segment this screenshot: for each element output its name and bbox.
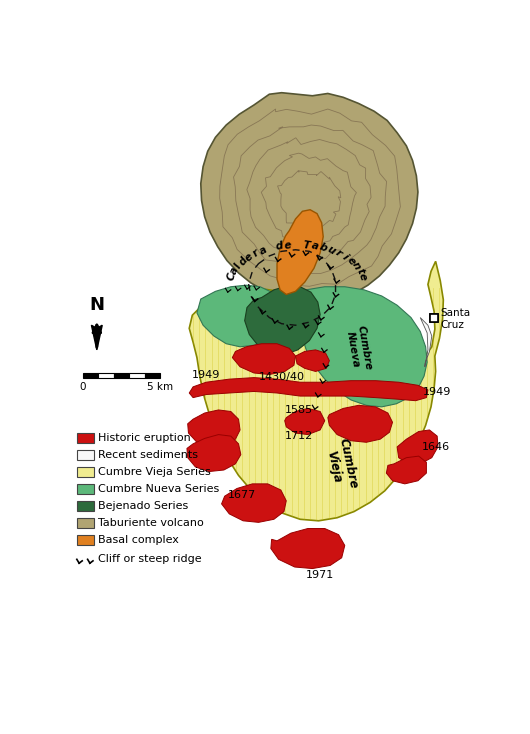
Polygon shape: [222, 484, 286, 523]
Text: t: t: [355, 267, 366, 275]
Polygon shape: [189, 377, 428, 401]
Text: Bejenado Series: Bejenado Series: [99, 501, 189, 511]
Polygon shape: [291, 287, 427, 407]
Text: Recent sediments: Recent sediments: [99, 450, 198, 460]
Bar: [77, 467, 94, 477]
Text: e: e: [345, 255, 357, 267]
Text: 1430/40: 1430/40: [259, 372, 305, 382]
Polygon shape: [386, 456, 427, 484]
Polygon shape: [197, 286, 283, 346]
Polygon shape: [232, 344, 296, 374]
Polygon shape: [397, 430, 438, 464]
Text: Cumbre Nueva Series: Cumbre Nueva Series: [99, 484, 219, 494]
Text: d: d: [275, 241, 284, 252]
Bar: [145, 373, 160, 378]
Text: 1949: 1949: [192, 370, 220, 380]
Text: Santa
Cruz: Santa Cruz: [440, 308, 471, 330]
Text: T: T: [302, 240, 310, 250]
Text: l: l: [233, 262, 243, 270]
Text: a: a: [228, 266, 240, 276]
Polygon shape: [420, 318, 432, 367]
Bar: [77, 517, 94, 528]
Polygon shape: [201, 92, 418, 302]
Text: Cliff or steep ridge: Cliff or steep ridge: [99, 554, 202, 564]
Text: b: b: [318, 242, 329, 254]
Text: e: e: [357, 272, 368, 281]
Polygon shape: [271, 528, 345, 569]
Text: 5 km: 5 km: [147, 382, 173, 392]
Text: n: n: [350, 261, 362, 272]
Text: Historic eruption: Historic eruption: [99, 433, 191, 443]
Text: 1585: 1585: [285, 405, 313, 415]
Polygon shape: [285, 408, 325, 435]
Bar: [114, 373, 129, 378]
Text: e: e: [284, 240, 292, 250]
Text: Basal complex: Basal complex: [99, 534, 179, 545]
Bar: [77, 433, 94, 443]
Polygon shape: [189, 261, 443, 521]
Text: Cumbre
Vieja: Cumbre Vieja: [322, 437, 360, 493]
Bar: [129, 373, 145, 378]
Polygon shape: [92, 325, 102, 350]
Text: 1712: 1712: [285, 431, 313, 441]
Text: a: a: [310, 241, 320, 252]
Text: N: N: [90, 297, 104, 314]
Bar: [99, 373, 114, 378]
Text: r: r: [333, 248, 343, 259]
Text: C: C: [226, 272, 237, 281]
Text: Cumbre Vieja Series: Cumbre Vieja Series: [99, 467, 211, 477]
Text: e: e: [243, 251, 255, 264]
Text: 1971: 1971: [306, 570, 334, 580]
Text: Taburiente volcano: Taburiente volcano: [99, 517, 204, 528]
Bar: [77, 484, 94, 494]
Bar: [83, 373, 99, 378]
Text: 0: 0: [80, 382, 86, 392]
Bar: [77, 501, 94, 511]
Polygon shape: [188, 410, 240, 446]
Text: a: a: [258, 244, 269, 256]
Text: Cumbre
Nueva: Cumbre Nueva: [344, 324, 373, 372]
Bar: [77, 450, 94, 460]
Polygon shape: [328, 405, 393, 443]
Polygon shape: [277, 210, 323, 294]
Bar: [77, 534, 94, 545]
Polygon shape: [296, 350, 329, 371]
Text: 1646: 1646: [422, 442, 450, 452]
Text: i: i: [340, 252, 350, 262]
Text: r: r: [250, 248, 261, 259]
Text: 1677: 1677: [228, 490, 256, 500]
Text: 1949: 1949: [423, 388, 452, 397]
Polygon shape: [187, 435, 241, 471]
Text: d: d: [237, 255, 249, 267]
Polygon shape: [245, 286, 320, 355]
Text: u: u: [325, 244, 337, 257]
